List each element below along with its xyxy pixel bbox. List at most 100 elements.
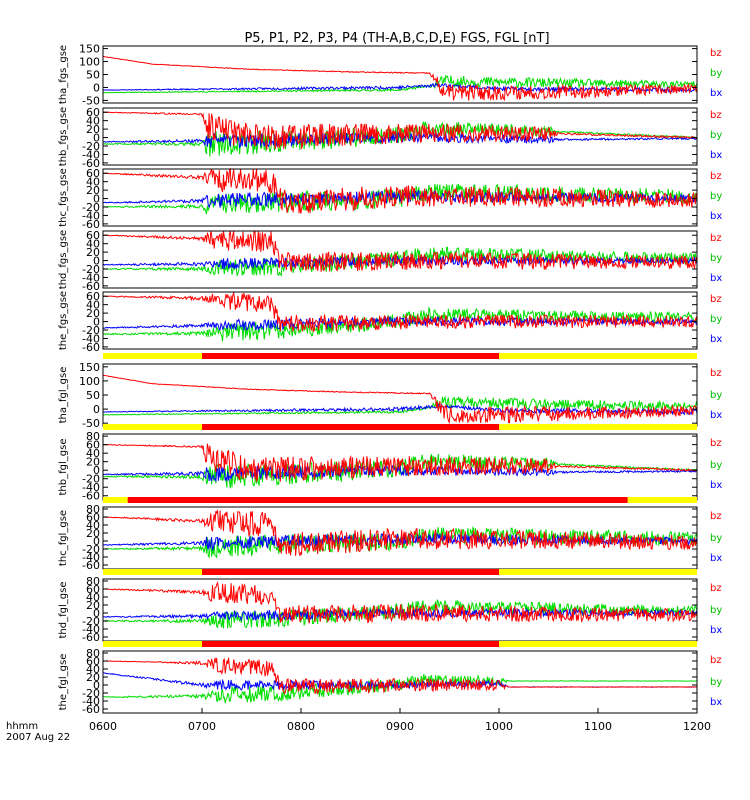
y-tick-label: -40	[82, 271, 100, 284]
series-by-thd_fgl	[102, 598, 698, 629]
y-tick-label: 20	[86, 307, 100, 320]
y-axis-label: thc_fgs_gse	[58, 168, 69, 227]
y-tick-label: 0	[93, 607, 100, 620]
mode-bar-segment	[202, 569, 499, 575]
y-tick-label: -60	[82, 341, 100, 354]
y-tick-label: 100	[79, 56, 100, 69]
y-tick-label: 40	[86, 238, 100, 251]
y-axis-label: thc_fgl_gse	[58, 510, 69, 566]
y-tick-label: 60	[86, 229, 100, 242]
y-axis-label: tha_fgl_gse	[58, 367, 69, 424]
mode-bar-segment	[103, 497, 128, 503]
panel-frame	[102, 107, 698, 166]
y-tick-label: 0	[93, 535, 100, 548]
y-tick-label: -20	[82, 140, 100, 153]
legend-bz: bz	[710, 511, 722, 522]
time-format-label: hhmm	[6, 721, 38, 732]
legend-by: by	[710, 605, 722, 616]
mode-bar-segment	[627, 497, 697, 503]
y-tick-label: -40	[82, 209, 100, 222]
legend-by: by	[710, 253, 722, 264]
y-tick-label: 40	[86, 663, 100, 676]
legend-bx: bx	[710, 697, 722, 708]
y-tick-label: 150	[79, 43, 100, 56]
series-bx-thd_fgs	[102, 254, 698, 270]
series-bz-the_fgl	[102, 657, 697, 696]
y-tick-label: 40	[86, 115, 100, 128]
y-tick-label: -60	[82, 631, 100, 644]
y-tick-label: 40	[86, 591, 100, 604]
legend-bz: bz	[710, 48, 722, 59]
legend-bx: bx	[710, 334, 722, 345]
y-axis-label: tha_fgs_gse	[58, 45, 69, 104]
y-tick-label: 0	[93, 132, 100, 145]
legend-by: by	[710, 677, 722, 688]
y-tick-label: 80	[86, 503, 100, 516]
y-tick-label: 60	[86, 439, 100, 452]
y-tick-label: 100	[79, 375, 100, 388]
y-tick-label: -50	[82, 94, 100, 107]
y-tick-label: -60	[82, 157, 100, 170]
legend-bx: bx	[710, 553, 722, 564]
panel-frame	[102, 291, 698, 350]
legend-bx: bx	[710, 211, 722, 222]
y-tick-label: 60	[86, 583, 100, 596]
y-tick-label: 60	[86, 106, 100, 119]
y-tick-label: -20	[82, 324, 100, 337]
y-tick-label: 0	[93, 679, 100, 692]
mode-bar-segment	[103, 641, 202, 647]
y-axis-label: thb_fgs_gse	[58, 107, 69, 166]
legend-bx: bx	[710, 150, 722, 161]
y-tick-label: 0	[93, 193, 100, 206]
x-tick-label: 0800	[287, 720, 315, 733]
mode-bar-segment	[103, 569, 202, 575]
y-axis-label: the_fgl_gse	[58, 654, 69, 711]
legend-bz: bz	[710, 655, 722, 666]
series-bx-thb_fgs	[102, 131, 697, 149]
y-tick-label: -20	[82, 263, 100, 276]
y-axis-label: thb_fgl_gse	[58, 439, 69, 496]
y-tick-label: 0	[93, 255, 100, 268]
legend-bx: bx	[710, 273, 722, 284]
mode-bar-segment	[202, 353, 499, 359]
legend-by: by	[710, 390, 722, 401]
panel-frame	[102, 230, 698, 289]
y-tick-label: -60	[82, 703, 100, 716]
y-tick-label: -20	[82, 615, 100, 628]
series-by-tha_fgl	[102, 395, 698, 416]
x-tick-label: 0900	[386, 720, 414, 733]
chart-title: P5, P1, P2, P3, P4 (TH-A,B,C,D,E) FGS, F…	[244, 31, 549, 46]
series-by-the_fgl	[102, 673, 698, 704]
y-tick-label: 60	[86, 511, 100, 524]
y-tick-label: 20	[86, 671, 100, 684]
y-tick-label: 20	[86, 599, 100, 612]
series-bz-thd_fgl	[102, 581, 698, 624]
mode-bar-segment	[499, 569, 697, 575]
mode-bar-segment	[127, 497, 628, 503]
x-tick-label: 1200	[683, 720, 711, 733]
y-tick-label: -40	[82, 695, 100, 708]
y-tick-label: 0	[93, 464, 100, 477]
series-bz-tha_fgs	[102, 55, 698, 102]
legend-bx: bx	[710, 480, 722, 491]
legend-by: by	[710, 130, 722, 141]
legend-bz: bz	[710, 110, 722, 121]
series-bz-thb_fgl	[102, 443, 698, 483]
mode-bar-segment	[103, 424, 202, 430]
mode-bar-segment	[499, 641, 697, 647]
y-tick-label: 20	[86, 246, 100, 259]
y-tick-label: 40	[86, 519, 100, 532]
mode-bar-segment	[202, 641, 499, 647]
y-tick-label: 60	[86, 655, 100, 668]
mode-bar-segment	[103, 353, 202, 359]
y-tick-label: 20	[86, 527, 100, 540]
mode-bar-segment	[202, 424, 499, 430]
legend-bz: bz	[710, 583, 722, 594]
series-bx-tha_fgl	[102, 403, 698, 416]
